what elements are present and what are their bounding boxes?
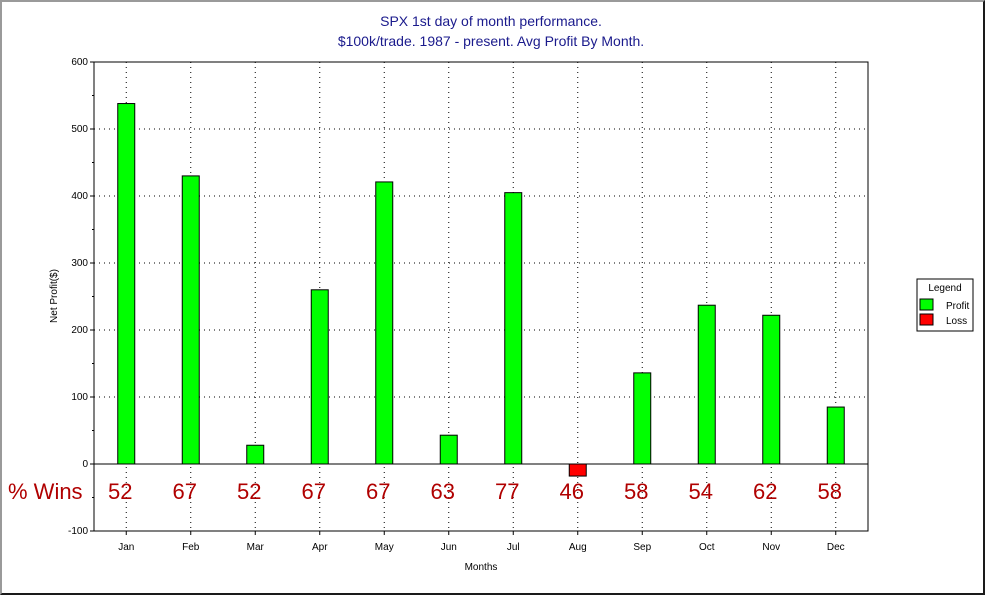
win-percent-oct: 54: [689, 479, 713, 504]
bar-nov: [762, 314, 781, 465]
bar-may: [375, 181, 394, 465]
y-tick-label: 500: [71, 124, 88, 135]
win-percent-jun: 63: [431, 479, 455, 504]
legend-swatch-profit: [919, 298, 934, 311]
bar-mar: [246, 444, 265, 465]
y-tick-label: 200: [71, 325, 88, 336]
win-percent-apr: 67: [302, 479, 326, 504]
x-tick-label-mar: Mar: [247, 542, 265, 553]
win-percent-label: % Wins: [8, 479, 83, 504]
bar-dec: [826, 406, 845, 465]
y-tick-label: 0: [82, 459, 88, 470]
win-percent-jul: 77: [495, 479, 519, 504]
legend-label-loss: Loss: [946, 316, 967, 327]
x-tick-label-jan: Jan: [118, 542, 134, 553]
y-tick-label: 300: [71, 258, 88, 269]
win-percent-feb: 67: [173, 479, 197, 504]
x-axis-label: Months: [465, 562, 498, 573]
bar-aug: [568, 463, 587, 477]
bar-oct: [697, 304, 716, 465]
legend-title: Legend: [928, 283, 961, 294]
x-tick-label-feb: Feb: [182, 542, 200, 553]
chart-title: SPX 1st day of month performance.: [380, 13, 602, 29]
y-axis-label: Net Profit($): [49, 269, 60, 323]
win-percent-nov: 62: [753, 479, 777, 504]
bar-apr: [310, 289, 329, 465]
x-tick-label-jul: Jul: [507, 542, 520, 553]
legend: Legend Profit Loss: [916, 278, 974, 332]
x-tick-label-jun: Jun: [441, 542, 457, 553]
x-tick-label-apr: Apr: [312, 542, 328, 553]
x-tick-label-sep: Sep: [633, 542, 651, 553]
win-percent-aug: 46: [560, 479, 584, 504]
win-percent-jan: 52: [108, 479, 132, 504]
grid-lines: [94, 62, 868, 531]
x-tick-label-nov: Nov: [762, 542, 780, 553]
y-axis: 600 500 400 300 200 100 0 -100: [68, 57, 94, 537]
bar-feb: [181, 175, 200, 465]
y-tick-label: 400: [71, 191, 88, 202]
win-percent-sep: 58: [624, 479, 648, 504]
bar-sep: [633, 372, 652, 465]
y-tick-label: 100: [71, 392, 88, 403]
bar-jan: [117, 103, 136, 465]
x-tick-label-may: May: [375, 542, 394, 553]
x-axis: Jan Feb Mar Apr May Jun Jul Aug Sep Oct Nov Dec: [118, 531, 845, 553]
x-tick-label-dec: Dec: [827, 542, 845, 553]
bar-jun: [439, 434, 458, 465]
bars: [117, 103, 845, 477]
win-percent-annotations: % Wins 52 67 52 67 67 63 77 46 58 54 62 58: [8, 479, 842, 504]
legend-swatch-loss: [919, 313, 934, 326]
y-tick-label: -100: [68, 526, 88, 537]
legend-label-profit: Profit: [946, 301, 970, 312]
x-tick-label-aug: Aug: [569, 542, 587, 553]
win-percent-dec: 58: [818, 479, 842, 504]
x-tick-label-oct: Oct: [699, 542, 715, 553]
plot-area: [93, 61, 869, 532]
y-tick-label: 600: [71, 57, 88, 68]
win-percent-may: 67: [366, 479, 390, 504]
win-percent-mar: 52: [237, 479, 261, 504]
chart-subtitle: $100k/trade. 1987 - present. Avg Profit …: [338, 33, 644, 49]
bar-jul: [504, 192, 523, 465]
